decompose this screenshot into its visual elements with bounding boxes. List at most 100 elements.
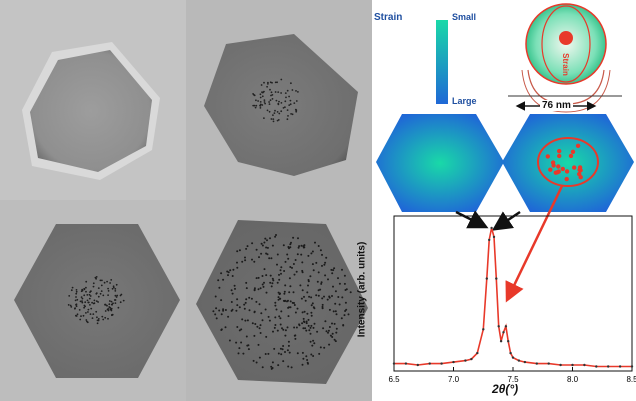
- nanoparticle-dot: [258, 327, 261, 330]
- nanoparticle-dot: [280, 272, 282, 275]
- nanoparticle-dot: [278, 278, 281, 281]
- nanoparticle-dot: [94, 276, 97, 279]
- nanoparticle-dot: [83, 304, 86, 307]
- nanoparticle-dot: [308, 329, 311, 332]
- nanoparticle-dot: [338, 303, 341, 306]
- nanoparticle-dot: [319, 346, 322, 349]
- x-tick-label: 8.5: [626, 375, 636, 384]
- nanoparticle-dot: [311, 344, 314, 347]
- nanoparticle-dot: [238, 347, 241, 350]
- nanoparticle-dot: [112, 286, 115, 289]
- nanoparticle-dot: [319, 249, 322, 252]
- nanoparticle-dot: [335, 313, 338, 316]
- nanoparticle-dot: [332, 310, 335, 313]
- x-axis-label: 2θ(°): [492, 382, 519, 396]
- nanoparticle-dot: [87, 308, 90, 311]
- nanoparticle-dot: [70, 306, 73, 308]
- nanoparticle-dot: [245, 247, 248, 250]
- nanoparticle-dot: [311, 302, 314, 305]
- nanoparticle-dot: [88, 293, 91, 296]
- nanoparticle-dot: [95, 292, 98, 294]
- nanoparticle-dot: [101, 279, 103, 282]
- nanoparticle-dot: [247, 344, 250, 347]
- nanoparticle-dot: [246, 319, 249, 322]
- nanoparticle-dot: [263, 241, 266, 244]
- data-point: [571, 363, 574, 367]
- nanoparticle-dot: [288, 95, 290, 98]
- nanoparticle-dot: [238, 306, 241, 309]
- figure-drawing: 6.5 7.0 7.5 8.0 8.5: [376, 3, 636, 384]
- x-tick-label: 8.0: [567, 375, 579, 384]
- nanoparticle-dot: [343, 282, 346, 285]
- nanoparticle-dot: [317, 289, 320, 292]
- nanoparticle-dot: [110, 307, 113, 310]
- nanoparticle-dot: [232, 268, 235, 271]
- nanoparticle-dot: [317, 245, 320, 247]
- nanoparticle-dot: [269, 281, 272, 284]
- nanoparticle-dot: [253, 288, 256, 291]
- sphere-inner-label: Strain: [560, 53, 570, 76]
- nanoparticle-dot: [306, 291, 309, 294]
- nanoparticle-dot: [294, 337, 297, 340]
- nanoparticle-dot: [265, 252, 268, 255]
- nanoparticle-dot: [295, 108, 297, 111]
- nanoparticle-dot: [247, 348, 250, 351]
- data-point: [482, 328, 485, 331]
- nanoparticle-dot: [76, 313, 79, 316]
- nanoparticle-dot: [557, 148, 562, 154]
- nanoparticle-dot: [104, 303, 107, 306]
- nanoparticle-dot: [258, 356, 261, 359]
- nanoparticle-dot: [305, 320, 308, 323]
- nanoparticle-dot: [87, 311, 89, 313]
- nanoparticle-dot: [550, 160, 556, 165]
- nanoparticle-dot: [75, 290, 78, 293]
- nanoparticle-dot: [325, 256, 328, 259]
- nanoparticle-dot: [309, 340, 312, 343]
- nanoparticle-dot: [289, 99, 292, 102]
- nanoparticle-dot: [109, 306, 111, 309]
- tem-panel-top-left: [0, 0, 186, 200]
- nanoparticle-dot: [301, 363, 304, 366]
- nanoparticle-dot: [276, 81, 278, 84]
- data-point: [485, 277, 488, 280]
- nanoparticle-dot: [102, 318, 105, 321]
- nanoparticle-dot: [251, 322, 254, 325]
- nanoparticle-dot: [295, 270, 298, 273]
- nanoparticle-dot: [304, 327, 307, 330]
- nanoparticle-dot: [312, 269, 315, 272]
- nanoparticle-dot: [96, 322, 99, 325]
- nanoparticle-dot: [231, 292, 234, 295]
- nanoparticle-dot: [282, 107, 285, 109]
- nanoparticle-dot: [108, 303, 111, 306]
- strain-colorbar: [436, 20, 448, 104]
- nanoparticle-dot: [85, 286, 87, 289]
- nanoparticle-dot: [300, 253, 303, 256]
- nanoparticle-dot: [218, 286, 221, 289]
- nanoparticle-dot: [254, 323, 257, 325]
- nanoparticle-dot: [114, 290, 117, 292]
- nanoparticle-dot: [320, 282, 323, 285]
- nanoparticle-dot: [293, 304, 296, 306]
- nanoparticle-dot: [287, 365, 290, 368]
- nanoparticle-dot: [298, 324, 301, 327]
- nanoparticle-dot: [244, 256, 246, 259]
- data-point: [476, 351, 479, 355]
- nanoparticle-dot: [259, 324, 262, 327]
- nanoparticle-dot: [240, 341, 243, 344]
- nanoparticle-dot: [263, 90, 265, 93]
- nanoparticle-dot: [305, 329, 308, 332]
- nanoparticle-dot: [301, 311, 304, 314]
- nanoparticle-dot: [295, 110, 298, 113]
- nanoparticle-dot: [282, 360, 285, 363]
- nanoparticle-dot: [253, 311, 256, 314]
- nanoparticle-dot: [277, 296, 280, 299]
- nanoparticle-dot: [324, 261, 327, 264]
- nanoparticle-dot: [107, 308, 110, 310]
- nanoparticle-dot: [343, 274, 346, 277]
- nanoparticle-dot: [289, 285, 292, 288]
- nanoparticle-dot: [306, 361, 309, 364]
- data-point: [428, 362, 431, 365]
- nanoparticle-dot: [106, 280, 108, 283]
- nanoparticle-dot: [324, 320, 327, 323]
- nanoparticle-dot: [545, 154, 550, 159]
